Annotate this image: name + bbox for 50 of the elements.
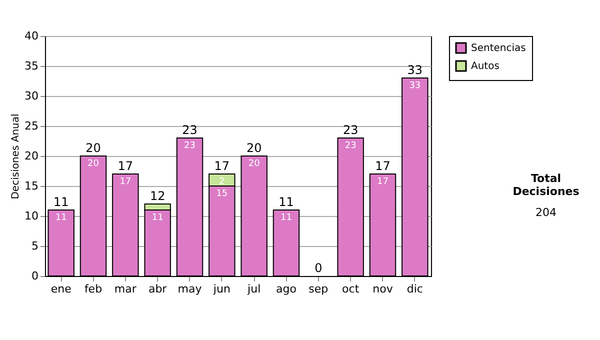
total-label: 33	[407, 63, 423, 77]
x-tick-label: jul	[246, 282, 261, 296]
y-tick-label: 0	[32, 270, 38, 282]
total-label: 11	[53, 195, 69, 209]
y-tick-label: 30	[24, 90, 38, 102]
x-tick-label: oct	[342, 282, 360, 296]
x-tick-label: may	[178, 282, 202, 296]
data-label: 15	[216, 189, 228, 199]
total-label: 20	[246, 141, 262, 155]
x-tick-label: jun	[212, 282, 230, 296]
data-label: 23	[184, 141, 196, 151]
text: Total Decisiones	[512, 172, 580, 198]
x-tick-label: abr	[148, 282, 168, 296]
total-label: 17	[375, 159, 390, 173]
text: 204	[534, 206, 558, 219]
total-label: 23	[182, 123, 198, 137]
y-tick-label: 20	[24, 150, 38, 162]
data-label: 20	[88, 159, 100, 169]
y-tick-label: 40	[24, 30, 38, 42]
y-tick-label: 35	[24, 60, 38, 72]
total-label: 20	[86, 141, 101, 155]
x-tick-label: ene	[50, 282, 72, 296]
total-label: 17	[214, 159, 230, 173]
y-axis-title: Decisiones Anual	[10, 114, 22, 200]
total-label: 11	[278, 195, 294, 209]
data-label: 17	[377, 177, 388, 187]
legend-label: Sentencias	[471, 43, 526, 54]
x-tick-label: nov	[372, 282, 394, 296]
x-tick-label: feb	[84, 282, 102, 296]
x-tick-label: mar	[114, 282, 137, 296]
data-label: 2	[219, 177, 225, 187]
total-label: 23	[342, 123, 358, 137]
data-label: 23	[344, 141, 356, 151]
y-tick-label: 15	[24, 180, 38, 192]
data-label: 20	[248, 159, 260, 169]
data-label: 11	[280, 213, 292, 223]
legend-label: Autos	[471, 61, 500, 72]
total-label: 0	[314, 261, 322, 275]
x-tick-label: dic	[406, 282, 423, 296]
data-label: 33	[409, 81, 421, 91]
y-tick-label: 10	[24, 210, 38, 222]
data-label: 17	[120, 177, 132, 187]
total-label: 17	[118, 159, 134, 173]
x-tick-label: ago	[276, 282, 297, 296]
data-label: 11	[152, 213, 164, 223]
y-tick-label: 25	[24, 120, 38, 132]
y-tick-label: 5	[32, 240, 38, 252]
total-label: 12	[150, 189, 166, 203]
x-tick-label: sep	[308, 282, 328, 296]
data-label: 11	[55, 213, 67, 223]
